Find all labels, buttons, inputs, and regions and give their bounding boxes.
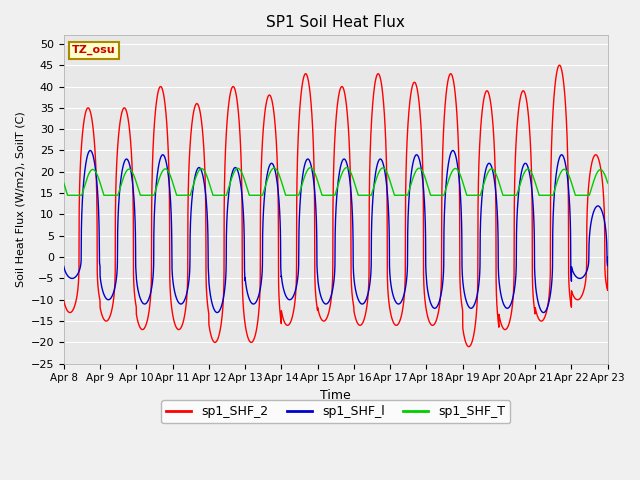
Text: TZ_osu: TZ_osu <box>72 45 116 56</box>
Title: SP1 Soil Heat Flux: SP1 Soil Heat Flux <box>266 15 405 30</box>
X-axis label: Time: Time <box>321 389 351 402</box>
Y-axis label: Soil Heat Flux (W/m2), SoilT (C): Soil Heat Flux (W/m2), SoilT (C) <box>15 112 25 288</box>
Legend: sp1_SHF_2, sp1_SHF_l, sp1_SHF_T: sp1_SHF_2, sp1_SHF_l, sp1_SHF_T <box>161 400 511 423</box>
